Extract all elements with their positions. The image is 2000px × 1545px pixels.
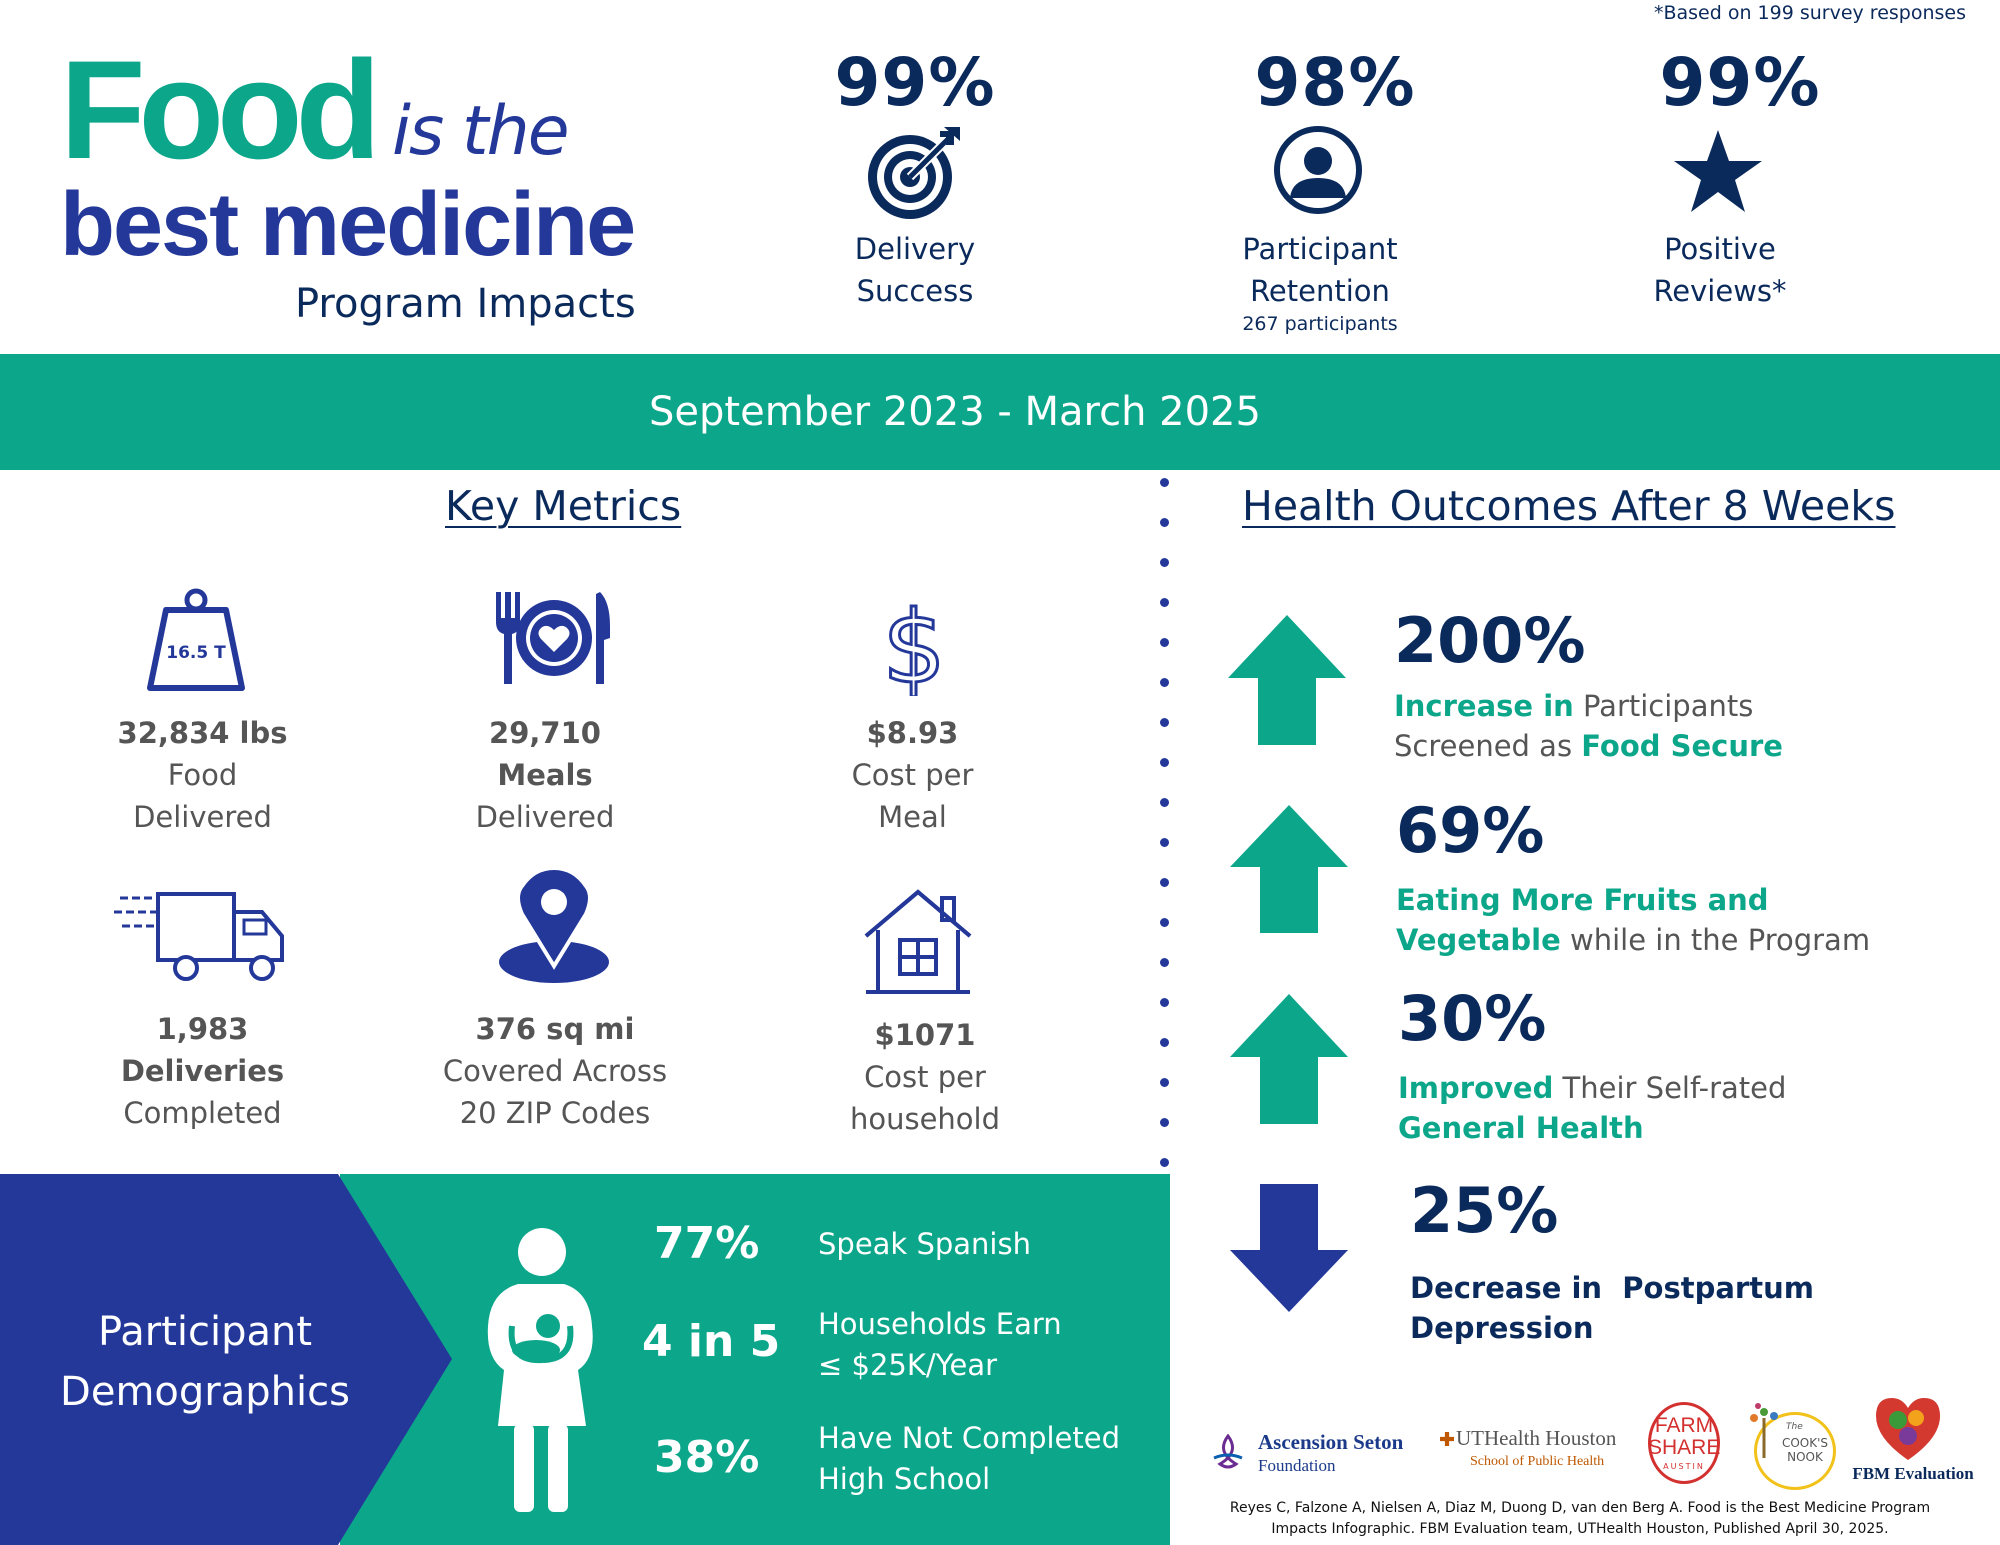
star-icon — [1672, 128, 1764, 216]
house-icon — [862, 888, 974, 996]
location-pin-icon — [496, 865, 612, 984]
dollar-icon: $ — [880, 588, 948, 708]
ascension-seton-logo: Ascension Seton Foundation — [1210, 1428, 1430, 1480]
kpi-retention-label: Participant Retention — [1242, 232, 1398, 308]
arrow-up-icon — [1230, 805, 1348, 933]
mother-baby-icon — [478, 1226, 602, 1514]
svg-text:$: $ — [882, 598, 946, 696]
kpi-percent: 98% — [1254, 44, 1416, 121]
uthealth-cross-icon — [1440, 1432, 1454, 1446]
metric-cost-per-meal: $8.93 Cost per Meal — [851, 716, 974, 834]
cooks-nook-the: The — [1786, 1422, 1803, 1432]
title-program-impacts: Program Impacts — [295, 281, 636, 327]
metric-deliveries-completed: 1,983 Deliveries Completed — [120, 1012, 285, 1130]
arrow-up-icon — [1230, 994, 1348, 1124]
ascension-name: Ascension Seton — [1258, 1430, 1404, 1454]
fbm-evaluation-logo: FBM Evaluation — [1848, 1394, 1974, 1484]
cooks-nook-logo: The COOK'S NOOK — [1746, 1398, 1836, 1490]
demo-stat-spanish: 77% — [654, 1218, 760, 1269]
person-icon — [1272, 124, 1364, 216]
demographics-chevron — [0, 1174, 460, 1545]
metric-cost-per-household: $1071 Cost per household — [849, 1018, 1001, 1136]
farmshare-line1: FARM — [1654, 1414, 1714, 1437]
demo-stat-income: 4 in 5 — [642, 1316, 781, 1367]
outcome-food-secure: Increase in Participants Screened as Foo… — [1394, 689, 1783, 763]
arrow-up-icon — [1228, 615, 1346, 745]
target-icon — [862, 125, 962, 225]
kpi-positive-reviews: 99% — [1645, 50, 1835, 116]
outcome-pct: 25% — [1410, 1174, 1559, 1247]
citation: Reyes C, Falzone A, Nielsen A, Diaz M, D… — [1229, 1500, 1931, 1537]
uthealth-name: UTHealth Houston — [1456, 1426, 1617, 1450]
kpi-percent: 99% — [1659, 44, 1821, 121]
plate-icon — [492, 588, 616, 686]
farmshare-logo: FARM SHARE AUSTIN — [1648, 1402, 1720, 1484]
weight-icon-label: 16.5 T — [166, 643, 226, 663]
ascension-foundation: Foundation — [1258, 1456, 1336, 1475]
demographics-panel — [340, 1174, 1170, 1545]
trinity-knot-icon — [1213, 1434, 1243, 1469]
key-metrics-heading: Key Metrics — [445, 482, 682, 530]
demo-label-spanish: Speak Spanish — [818, 1227, 1031, 1261]
kpi-reviews-label: Positive Reviews* — [1653, 232, 1787, 308]
demo-stat-highschool: 38% — [654, 1432, 760, 1483]
kpi-participant-retention: 98% — [1240, 50, 1430, 116]
outcome-postpartum-depression: Decrease in Postpartum Depression — [1410, 1271, 1814, 1345]
weight-icon: 16.5 T — [146, 588, 246, 692]
farmshare-line3: AUSTIN — [1663, 1462, 1705, 1471]
demo-label-income: Households Earn ≤ $25K/Year — [818, 1307, 1062, 1382]
kpi-delivery-label: Delivery Success — [854, 232, 976, 308]
cooks-nook-circle — [1754, 1412, 1836, 1490]
uthealth-logo: UTHealth Houston School of Public Health — [1440, 1426, 1630, 1478]
fbm-evaluation-text: FBM Evaluation — [1852, 1464, 1974, 1483]
arrow-down-icon — [1230, 1184, 1348, 1312]
truck-icon — [112, 890, 292, 982]
title-food: Food — [60, 31, 381, 188]
kpi-delivery-success: 99% — [820, 50, 1010, 116]
kpi-retention-note: 267 participants — [1242, 313, 1398, 335]
cooks-nook-cooks: COOK'S — [1781, 1436, 1829, 1450]
metric-meals-delivered: 29,710 Meals Delivered — [475, 716, 615, 834]
outcome-pct: 30% — [1398, 982, 1547, 1055]
date-range-banner: September 2023 - March 2025 — [0, 354, 2000, 470]
kpi-percent: 99% — [834, 44, 996, 121]
outcome-pct: 69% — [1396, 794, 1545, 867]
outcome-fruits-vegetables: Eating More Fruits and Vegetable while i… — [1396, 883, 1871, 957]
uthealth-school: School of Public Health — [1470, 1454, 1605, 1469]
title-is-the: is the — [392, 92, 570, 171]
demographics-title: Participant Demographics — [60, 1309, 350, 1415]
date-range: September 2023 - March 2025 — [649, 389, 1261, 435]
fbm-heart-icon — [1876, 1398, 1940, 1460]
cooks-nook-nook: NOOK — [1787, 1450, 1823, 1464]
metric-area-covered: 376 sq mi Covered Across 20 ZIP Codes — [442, 1012, 668, 1130]
outcome-pct: 200% — [1394, 604, 1586, 677]
metric-food-delivered: 32,834 lbs Food Delivered — [117, 716, 288, 834]
farmshare-line2: SHARE — [1648, 1436, 1721, 1459]
survey-note: *Based on 199 survey responses — [1653, 2, 1966, 24]
outcome-general-health: Improved Their Self-rated General Health — [1398, 1071, 1787, 1145]
title-best-medicine: best medicine — [60, 175, 636, 275]
farmshare-circle — [1648, 1402, 1720, 1484]
demo-label-highschool: Have Not Completed High School — [818, 1421, 1120, 1496]
tree-icon — [1750, 1403, 1778, 1458]
health-outcomes-heading: Health Outcomes After 8 Weeks — [1242, 482, 1896, 530]
